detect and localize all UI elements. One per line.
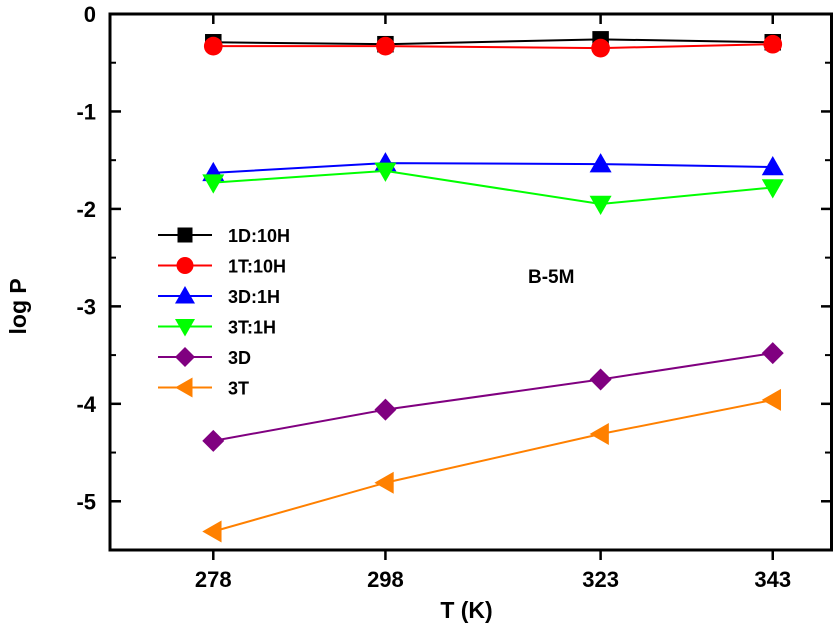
legend-marker	[175, 377, 193, 398]
series-line	[213, 162, 773, 174]
legend-marker	[175, 319, 195, 337]
series-layer	[202, 31, 784, 543]
legend-marker	[177, 227, 193, 243]
legend-item: 3T:1H	[158, 318, 276, 338]
x-tick-label: 323	[582, 567, 619, 592]
series-1T:10H	[203, 34, 783, 58]
data-point	[374, 398, 397, 421]
data-point	[589, 423, 609, 446]
data-point	[591, 38, 610, 58]
data-point	[761, 388, 781, 411]
legend-label: 3D:1H	[228, 287, 280, 307]
y-tick-label: -2	[76, 197, 96, 222]
series-line	[213, 38, 773, 46]
legend-marker	[175, 286, 195, 304]
y-tick-label: -4	[76, 392, 96, 417]
annotation-label: B-5M	[528, 267, 574, 288]
y-tick-label: -3	[76, 294, 96, 319]
legend-item: 3D:1H	[158, 286, 280, 307]
legend-marker	[175, 347, 195, 367]
data-point	[202, 429, 225, 452]
y-axis-title: log P	[5, 278, 31, 334]
series-1D:10H	[205, 31, 781, 53]
data-point	[202, 174, 225, 194]
data-point	[589, 153, 612, 173]
data-point	[761, 156, 784, 176]
y-tick-label: -5	[76, 489, 96, 514]
legend-item: 1T:10H	[158, 257, 286, 277]
data-point	[374, 162, 397, 182]
data-point	[589, 368, 612, 391]
legend-label: 1D:10H	[228, 226, 290, 246]
data-point	[761, 179, 784, 199]
data-point	[376, 36, 395, 56]
series-line	[213, 43, 773, 50]
data-point	[374, 471, 394, 494]
data-point	[203, 36, 223, 56]
series-line	[213, 398, 773, 533]
x-tick-label: 298	[367, 567, 404, 592]
y-tick-label: 0	[84, 2, 96, 27]
legend: 1D:10H 1T:10H 3D:1H 3T:1H 3D 3T	[158, 226, 290, 399]
series-line	[213, 169, 773, 206]
legend-label: 1T:10H	[228, 257, 286, 277]
series-3T:1H	[202, 162, 784, 216]
legend-label: 3T:1H	[228, 318, 276, 338]
plot-frame	[108, 12, 833, 552]
legend-item: 3T	[158, 377, 249, 399]
series-3T	[202, 388, 781, 543]
data-point	[589, 195, 612, 216]
data-point	[761, 342, 784, 365]
series-line	[213, 352, 773, 442]
axes: 0 -1 -2 -3 -4 -5 278 298 323 343	[76, 2, 833, 592]
legend-marker	[176, 257, 194, 274]
legend-item: 3D	[158, 347, 251, 368]
data-point	[763, 34, 783, 54]
series-3D	[202, 342, 784, 452]
y-tick-label: -1	[76, 99, 96, 124]
x-tick-label: 278	[195, 567, 232, 592]
data-point	[202, 520, 222, 543]
x-axis-title: T (K)	[440, 597, 492, 623]
legend-label: 3T	[228, 379, 249, 399]
legend-label: 3D	[228, 348, 251, 368]
legend-item: 1D:10H	[158, 226, 290, 246]
x-tick-label: 343	[754, 567, 791, 592]
